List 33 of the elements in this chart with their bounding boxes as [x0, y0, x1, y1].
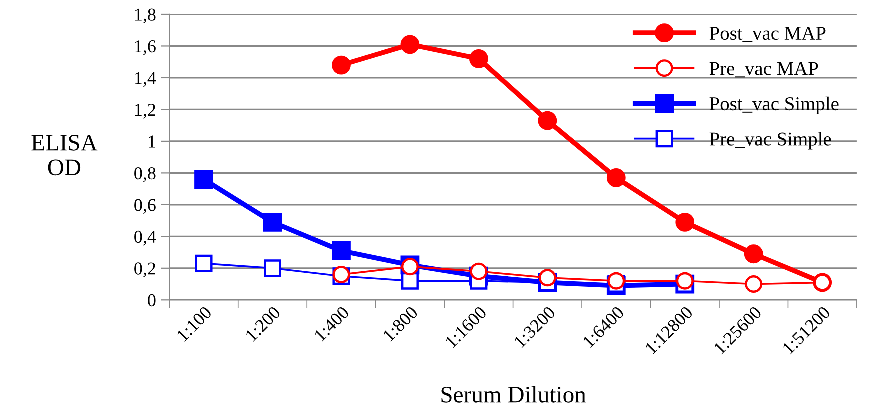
- y-tick-label: 0: [148, 294, 156, 307]
- x-axis-title: Serum Dilution: [442, 386, 586, 403]
- point: [470, 262, 488, 280]
- y-tick-label: 1,2: [135, 104, 156, 119]
- y-tick-label: 0,4: [134, 230, 156, 246]
- point: [469, 49, 488, 68]
- y-tick-label: 1: [149, 136, 156, 148]
- point: [264, 260, 282, 278]
- point: [538, 111, 558, 130]
- point: [195, 254, 213, 272]
- legend-label: Pre_vac MAP: [710, 62, 818, 78]
- y-tick-label: 1,4: [135, 72, 156, 88]
- point: [676, 272, 694, 290]
- point: [263, 212, 282, 232]
- legend-label: Pre_vac Simple: [710, 132, 832, 150]
- point: [606, 168, 626, 188]
- point: [608, 272, 626, 290]
- y-tick-label: 0,2: [134, 262, 156, 278]
- y-tick-label: 1,6: [135, 40, 156, 56]
- point: [400, 35, 420, 54]
- y-tick-label: 0,6: [134, 199, 156, 214]
- point: [194, 170, 214, 189]
- y-tick-label: 1,8: [135, 8, 156, 24]
- legend-label: Post_vac Simple: [710, 96, 839, 115]
- point: [332, 56, 351, 75]
- point: [745, 276, 763, 294]
- y-tick-label: 0,8: [134, 167, 156, 182]
- point: [332, 242, 351, 260]
- point: [538, 269, 556, 287]
- point: [676, 212, 695, 232]
- y-axis-title: ELISA OD: [32, 135, 98, 176]
- point: [744, 244, 764, 264]
- legend-label: Post_vac MAP: [710, 27, 826, 42]
